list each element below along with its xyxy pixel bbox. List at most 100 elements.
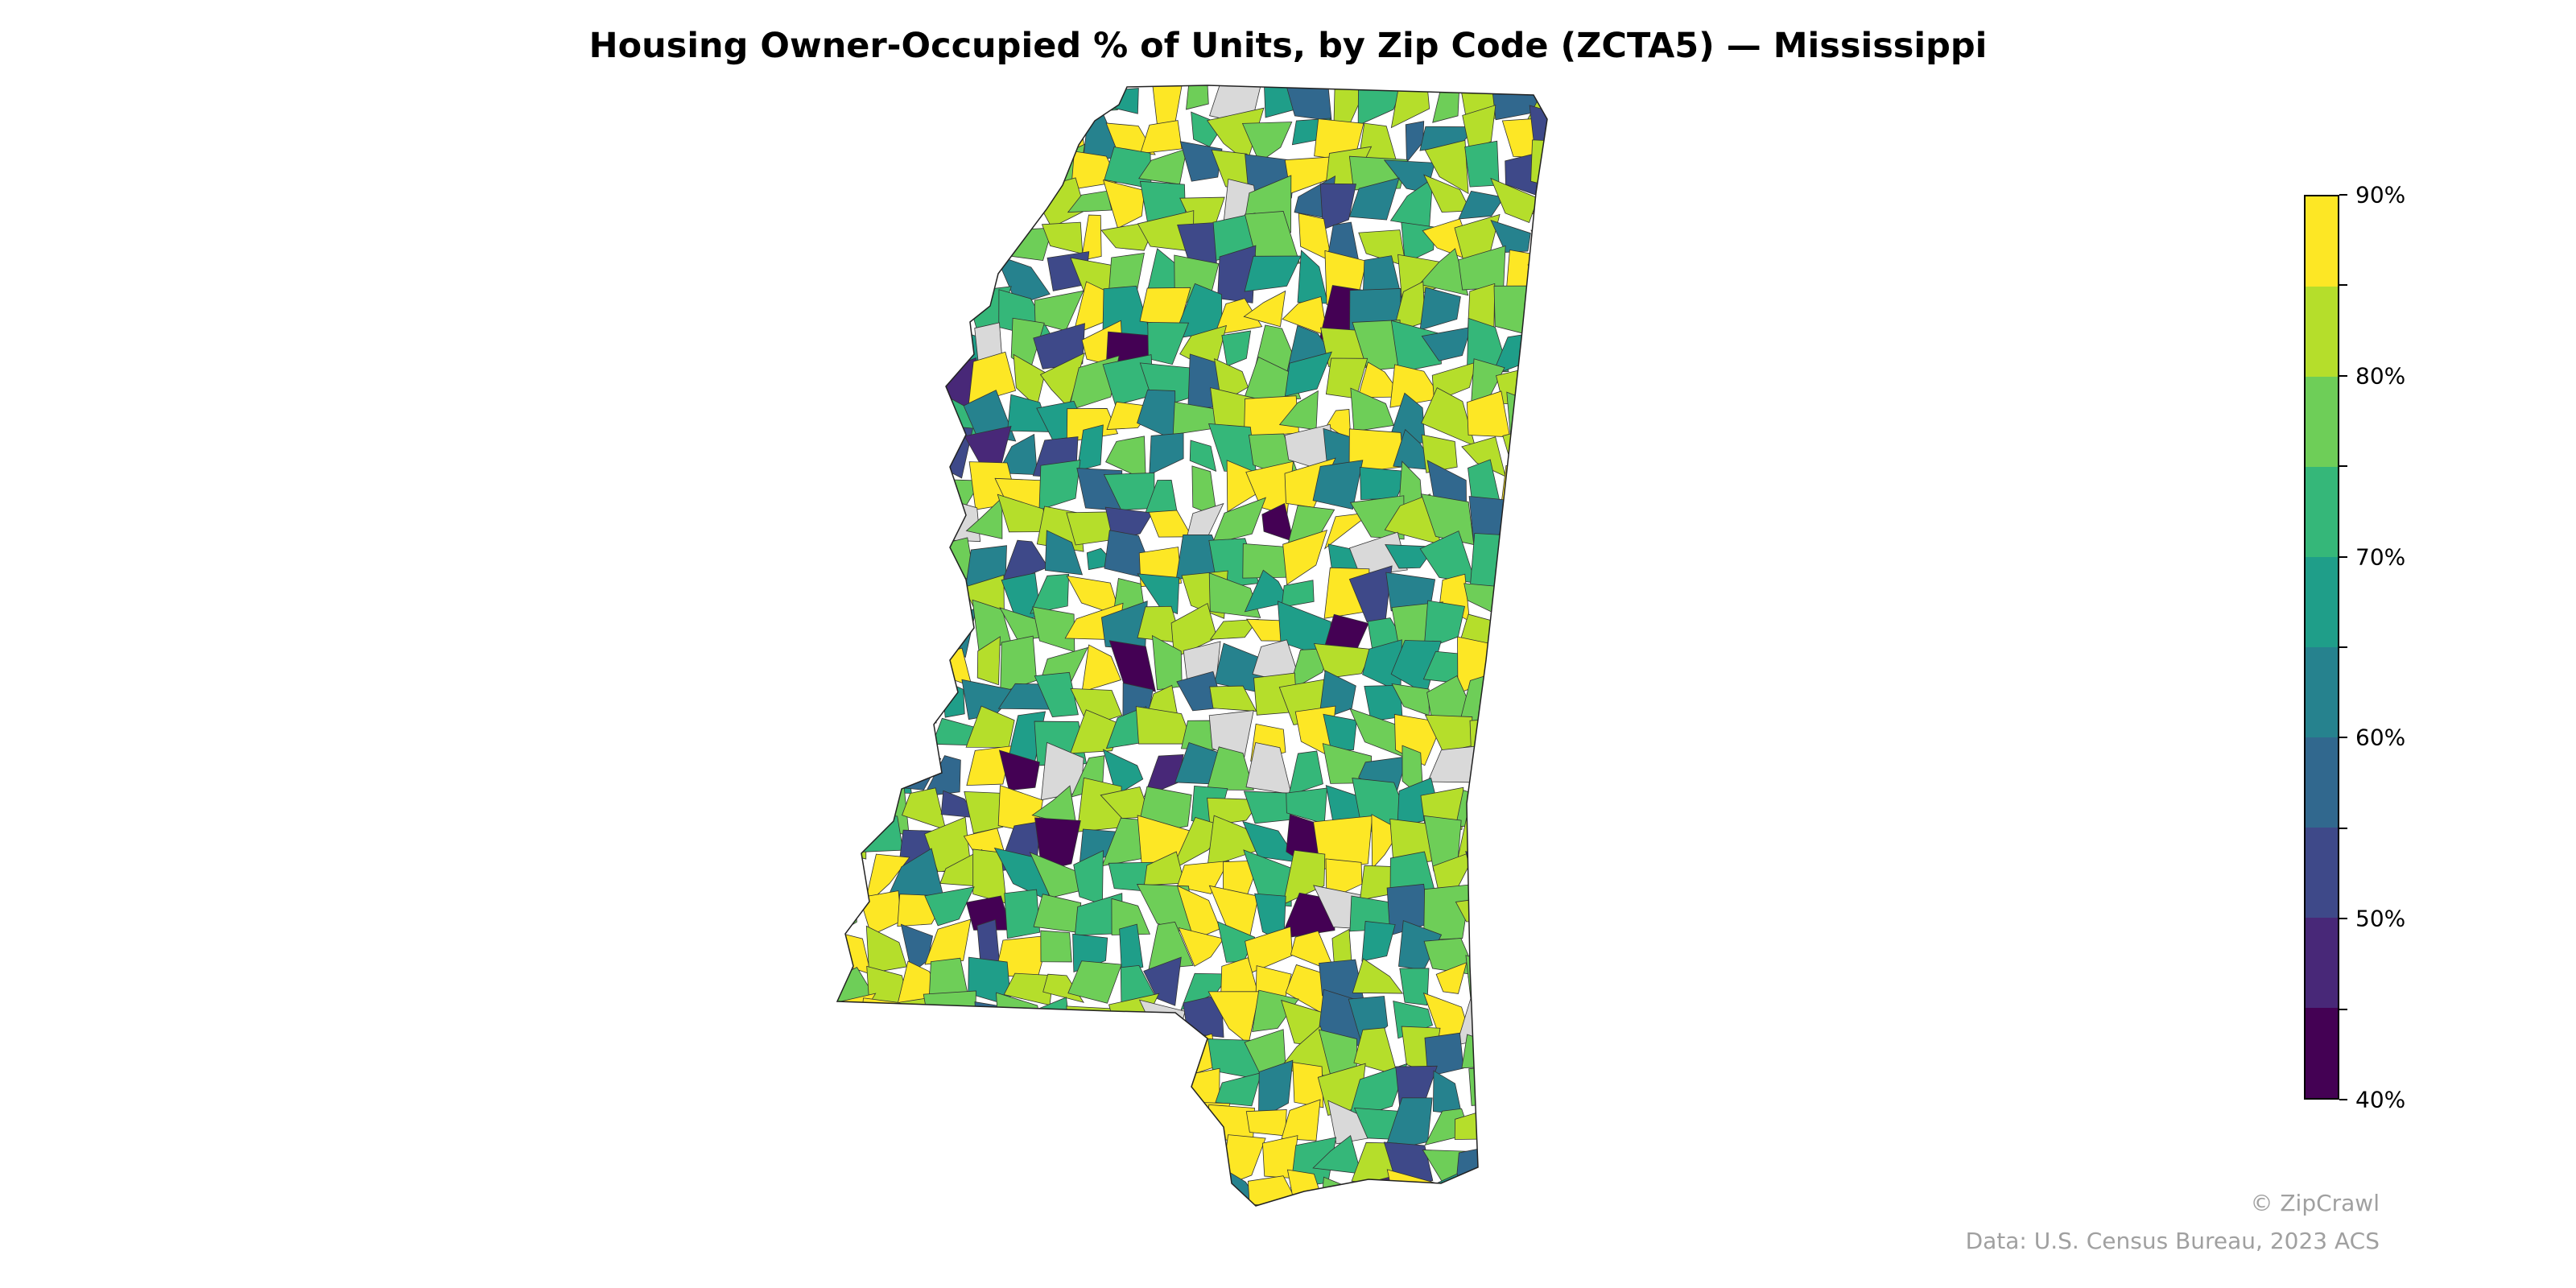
zcta-region (856, 815, 904, 852)
zcta-region (998, 749, 1040, 791)
zcta-region (1040, 930, 1072, 963)
map-title: Housing Owner-Occupied % of Units, by Zi… (588, 26, 1988, 66)
zcta-region (1108, 993, 1160, 1042)
zcta-region (1500, 538, 1532, 583)
zcta-region (1463, 583, 1503, 617)
zcta-region (1490, 177, 1538, 223)
zcta-region (1001, 1135, 1051, 1184)
zcta-region (1073, 849, 1104, 906)
zcta-region (1473, 757, 1492, 800)
zcta-region (910, 433, 948, 479)
zcta-region (1070, 1202, 1121, 1206)
zcta-region (1032, 606, 1075, 653)
zcta-region (856, 505, 902, 550)
zcta-region (837, 860, 863, 902)
zcta-region (898, 139, 943, 195)
zcta-region (1148, 921, 1194, 970)
zcta-region (1455, 1144, 1513, 1188)
zcta-region (997, 1174, 1048, 1206)
zcta-region (1243, 791, 1291, 824)
zcta-region (1036, 1067, 1074, 1111)
zcta-region (937, 1202, 976, 1206)
zcta-region (863, 361, 894, 403)
zcta-region (1076, 424, 1104, 472)
zcta-region (1356, 1174, 1402, 1206)
zcta-region (857, 1177, 910, 1206)
zcta-region (837, 85, 871, 122)
zcta-region (1490, 219, 1531, 253)
zcta-region (934, 107, 975, 164)
zcta-region (1066, 1005, 1125, 1048)
zcta-region (1080, 1137, 1109, 1182)
zcta-region (837, 474, 876, 512)
zcta-region (1066, 408, 1119, 443)
zcta-region (1348, 996, 1389, 1047)
zcta-region (1221, 330, 1252, 367)
zcta-region (1493, 851, 1544, 894)
zcta-region (861, 427, 906, 482)
zcta-region (1469, 533, 1513, 588)
zcta-region (1102, 749, 1144, 796)
zcta-region (1319, 1176, 1364, 1206)
zcta-region (1174, 1169, 1215, 1206)
zcta-region (857, 390, 907, 446)
zcta-region (837, 225, 873, 270)
zcta-region (965, 103, 997, 159)
zcta-region (1002, 85, 1046, 111)
zcta-region (927, 580, 962, 614)
zcta-region (1241, 122, 1293, 163)
zcta-region (1282, 849, 1326, 906)
zcta-region (837, 436, 864, 463)
zcta-region (932, 424, 973, 479)
zcta-region (1538, 929, 1547, 972)
zcta-region (931, 225, 977, 268)
zcta-region (1526, 287, 1547, 333)
zcta-region (1154, 1166, 1191, 1206)
zcta-region (923, 282, 972, 328)
zcta-region (1080, 214, 1102, 261)
colorbar-tick (2339, 1008, 2347, 1010)
zcta-region (837, 253, 875, 299)
zcta-region (1319, 183, 1356, 230)
zcta-region (1323, 713, 1357, 751)
zcta-region (1529, 1070, 1547, 1114)
zcta-region (1532, 826, 1547, 866)
zcta-region (837, 390, 876, 432)
zcta-region (1492, 1169, 1547, 1206)
zcta-region (1215, 1072, 1262, 1107)
zcta-region (1467, 1169, 1511, 1206)
colorbar-bin (2306, 557, 2338, 647)
colorbar-bin (2306, 737, 2338, 828)
zcta-region (1033, 997, 1071, 1046)
zcta-region (1033, 894, 1082, 934)
colorbar-tick (2339, 194, 2347, 196)
zcta-region (1455, 790, 1506, 827)
zcta-region (1044, 1026, 1086, 1083)
colorbar-tick-label: 50% (2355, 905, 2406, 932)
zcta-region (1421, 326, 1472, 361)
zcta-region (974, 1210, 1001, 1246)
zcta-region (1003, 119, 1050, 152)
zcta-region (1531, 177, 1547, 221)
zcta-region (890, 300, 947, 325)
zcta-region (995, 227, 1053, 262)
zcta-region (1495, 1078, 1533, 1104)
zcta-region (888, 213, 937, 265)
zcta-region (1038, 459, 1081, 510)
zcta-region (864, 712, 890, 759)
zcta-region (960, 1132, 1009, 1190)
zcta-region (892, 398, 941, 432)
zcta-region (1348, 531, 1408, 577)
zcta-region (1457, 1208, 1513, 1258)
zcta-region (1528, 680, 1547, 729)
source-text: Data: U.S. Census Bureau, 2023 ACS (1965, 1228, 2380, 1254)
zcta-region (853, 686, 902, 727)
zcta-region (837, 1148, 872, 1187)
zcta-region (1179, 141, 1223, 182)
zcta-region (898, 1141, 931, 1183)
zcta-region (1244, 255, 1302, 292)
zcta-region (1070, 687, 1123, 727)
zcta-region (1504, 898, 1542, 925)
zcta-region (963, 1100, 1005, 1150)
colorbar-bin (2306, 918, 2338, 1008)
